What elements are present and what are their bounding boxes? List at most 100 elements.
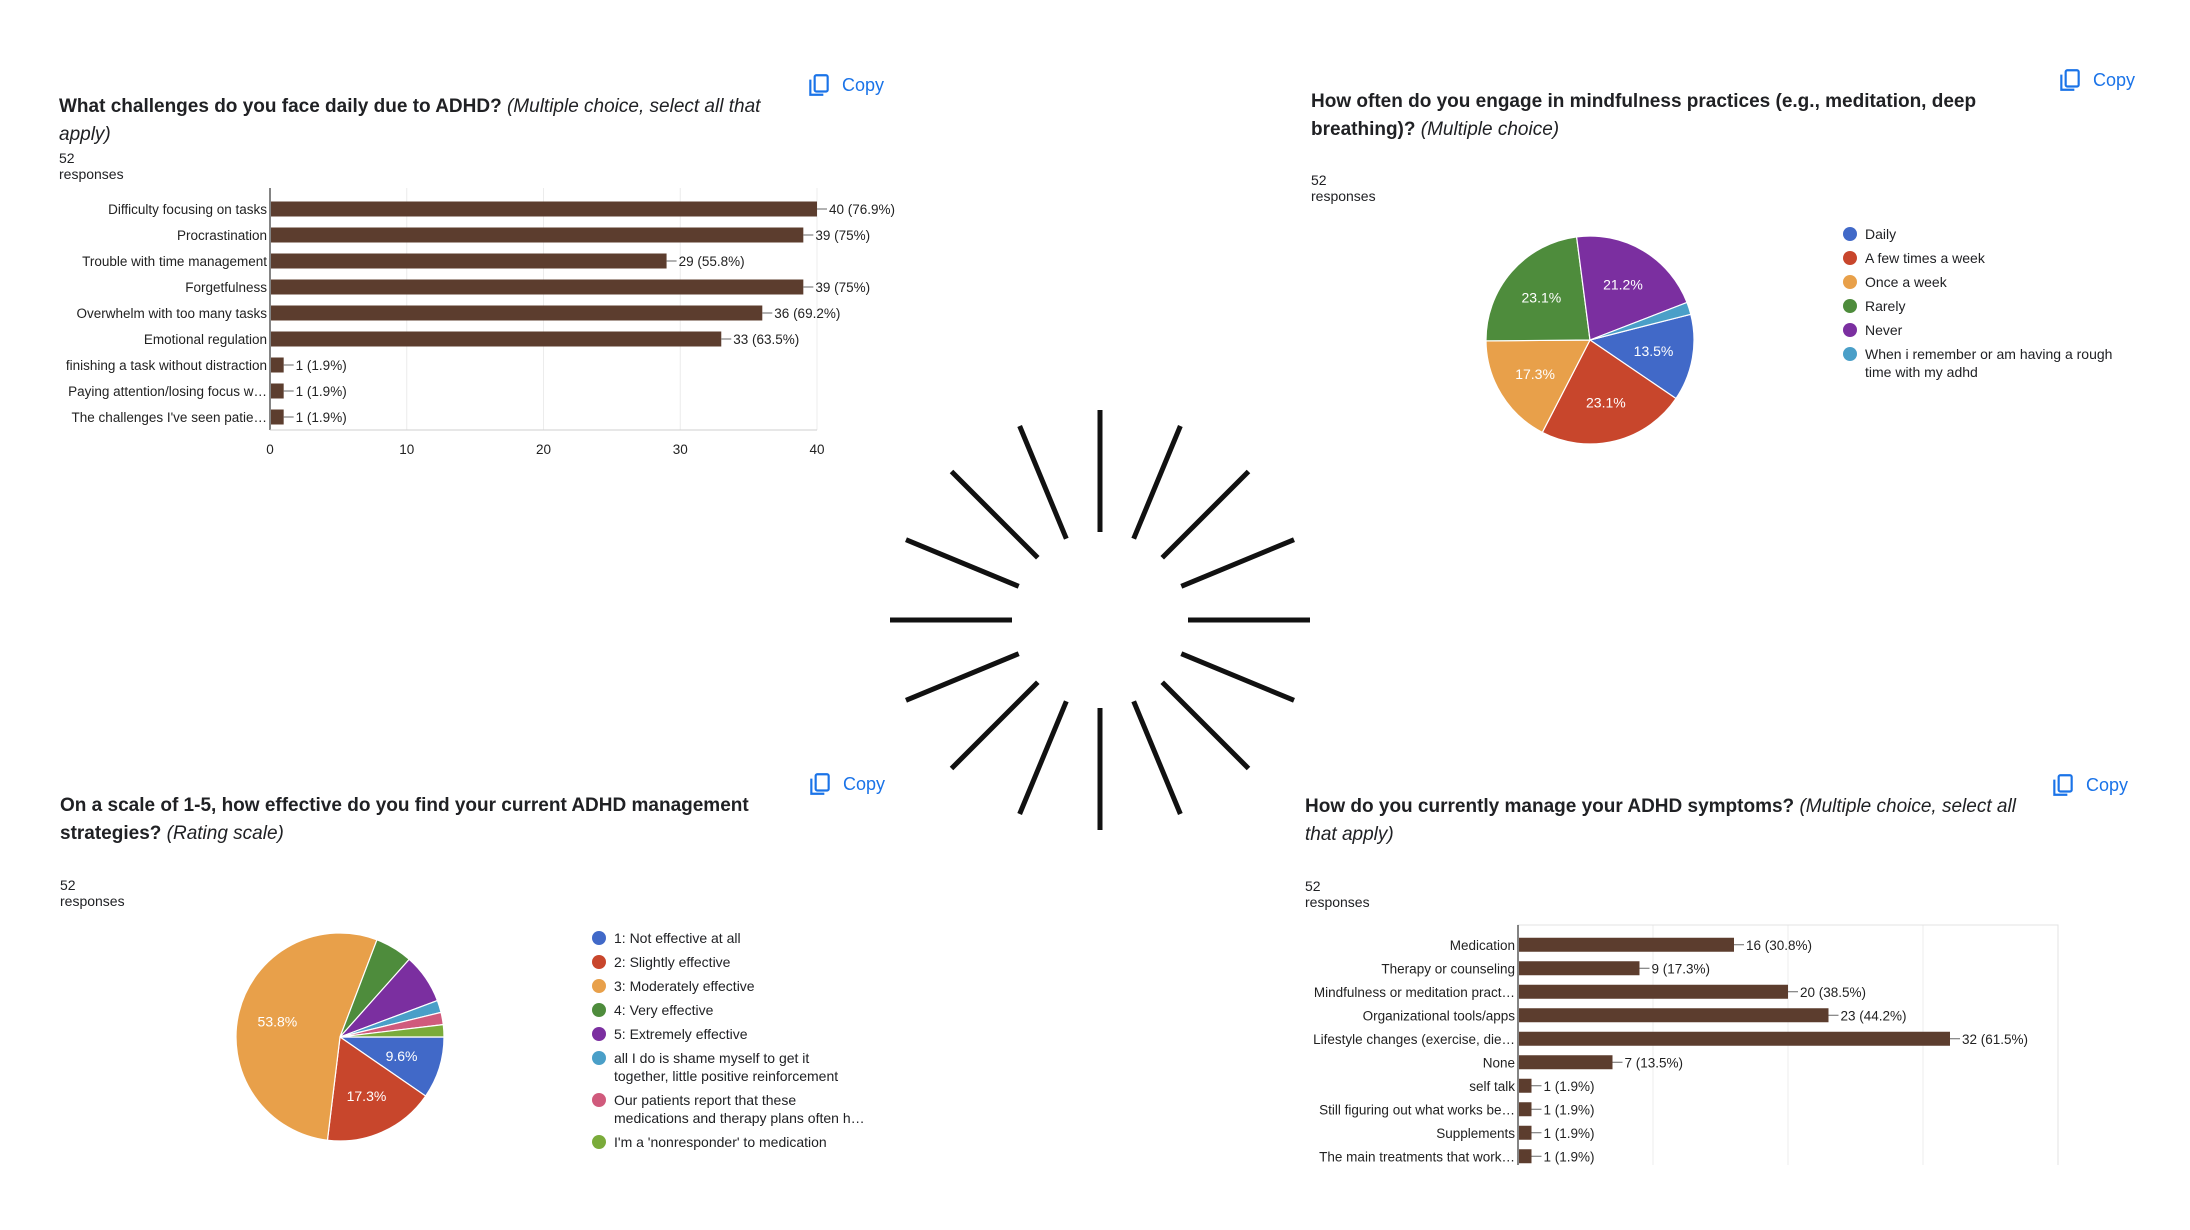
pie-slice [326,1035,427,1142]
bar [1519,1055,1613,1070]
question-text: What challenges do you face daily due to… [59,96,502,117]
slice-label: 17.3% [1515,366,1555,382]
copy-button[interactable]: Copy [806,72,884,98]
slice-label: 13.5% [1634,343,1674,359]
spinner-ray [1017,700,1069,815]
legend-label: 1: Not effective at all [614,930,741,946]
question-title: On a scale of 1-5, how effective do you … [60,792,760,848]
copy-icon [809,74,829,96]
spinner-ray [1131,425,1183,540]
legend-label: Never [1865,322,1903,338]
category-label: Emotional regulation [144,332,267,347]
legend-label: Rarely [1865,298,1906,314]
data-label: 1 (1.9%) [296,384,347,399]
legend-swatch [592,1003,606,1017]
data-label: 1 (1.9%) [296,410,347,425]
legend-label: Our patients report that these medicatio… [614,1092,865,1126]
slice-label: 17.3% [347,1088,387,1104]
legend-swatch [592,1027,606,1041]
question-title: How do you currently manage your ADHD sy… [1305,793,2045,849]
spinner-ray [1160,469,1251,560]
spinner-ray [905,651,1020,703]
copy-button[interactable]: Copy [2050,772,2128,798]
tick-label: 0 [266,442,274,457]
legend-item: Once a week [1843,273,2133,291]
category-label: Lifestyle changes (exercise, die… [1313,1032,1515,1047]
pie-slice [1541,339,1677,445]
bar [271,201,817,217]
data-label: 29 (55.8%) [679,254,745,269]
category-label: None [1483,1055,1515,1070]
spinner-ray [1160,680,1251,771]
spinner-ray [949,680,1040,771]
copy-button[interactable]: Copy [807,771,885,797]
question-title: What challenges do you face daily due to… [59,93,799,149]
category-label: Organizational tools/apps [1363,1008,1516,1023]
data-label: 39 (75%) [815,280,870,295]
category-label: Supplements [1436,1126,1515,1141]
question-type: (Multiple choice, select all that apply) [1305,796,2016,845]
category-label: Overwhelm with too many tasks [76,306,267,321]
bar [1519,961,1640,976]
legend-swatch [592,931,606,945]
legend-swatch [592,1135,606,1149]
legend-label: 3: Moderately effective [614,978,755,994]
loading-spinner-icon [890,410,1310,830]
response-count: 52 responses [59,150,124,182]
legend-label: When i remember or am having a rough tim… [1865,346,2113,380]
legend-swatch [592,1051,606,1065]
spinner-ray [1017,425,1069,540]
category-label: The challenges I've seen patie… [72,410,267,425]
pie-slice [1485,236,1591,342]
legend-swatch [1843,251,1857,265]
copy-icon [2060,69,2080,91]
bar [271,227,804,243]
category-label: Paying attention/losing focus w… [68,384,267,399]
pie-slice [339,1023,445,1038]
bar [271,253,667,269]
copy-button[interactable]: Copy [2057,67,2135,93]
response-count: 52 responses [60,877,125,909]
copy-label: Copy [2086,774,2129,795]
tick-label: 30 [673,442,688,457]
legend-item: A few times a week [1843,249,2133,267]
copy-icon [2053,774,2073,796]
slice-label: 21.2% [1603,277,1643,293]
bar-chart-challenges: Difficulty focusing on tasks 40 (76.9%) Pr… [66,188,895,457]
pie-slice [1588,313,1695,400]
tick-label: 10 [399,442,414,457]
chart-legend: Daily A few times a week Once a week Rarely… [1843,225,2133,387]
spinner-ray [1180,651,1295,703]
copy-label: Copy [843,773,886,794]
legend-item: all I do is shame myself to get it toget… [592,1049,867,1085]
bar [1519,1125,1532,1140]
data-label: 40 (76.9%) [829,202,895,217]
bar [271,305,763,321]
question-title: How often do you engage in mindfulness p… [1311,88,2011,144]
data-label: 1 (1.9%) [1544,1102,1595,1117]
slice-label: 53.8% [258,1014,298,1030]
question-type: (Multiple choice, select all that apply) [59,96,761,145]
spinner-ray [905,537,1020,589]
legend-item: Our patients report that these medicatio… [592,1091,867,1127]
category-label: Mindfulness or meditation pract… [1314,985,1515,1000]
category-label: Procrastination [177,228,267,243]
question-type: (Multiple choice) [1420,119,1560,140]
legend-swatch [592,955,606,969]
legend-label: I'm a 'nonresponder' to medication [614,1134,827,1150]
response-count: 52 responses [1311,172,1376,204]
bar [1519,1078,1532,1093]
category-label: self talk [1469,1079,1515,1094]
tick-label: 40 [809,442,824,457]
category-label: Medication [1450,938,1515,953]
data-label: 33 (63.5%) [733,332,799,347]
legend-label: Daily [1865,226,1897,242]
bar [1519,1008,1829,1023]
legend-item: I'm a 'nonresponder' to medication [592,1133,867,1151]
bar [1519,937,1734,952]
data-label: 36 (69.2%) [774,306,840,321]
legend-label: 2: Slightly effective [614,954,731,970]
slice-label: 9.6% [386,1048,418,1064]
bar [1519,984,1788,999]
legend-label: all I do is shame myself to get it toget… [614,1050,839,1084]
